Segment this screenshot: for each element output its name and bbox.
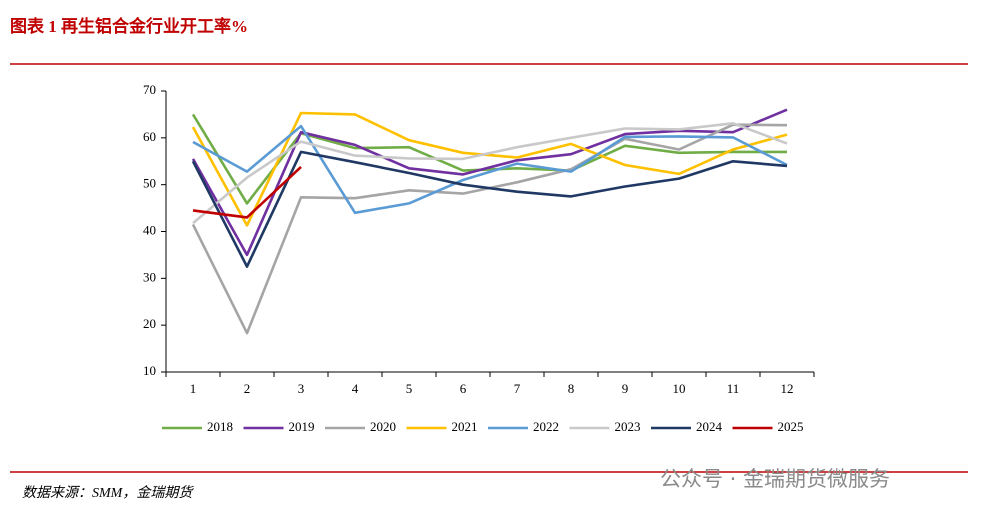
y-tick-label: 50 (143, 176, 156, 191)
series-line (192, 124, 788, 215)
y-tick-label: 20 (143, 316, 156, 331)
legend-label: 2024 (696, 419, 723, 434)
legend-label: 2022 (533, 419, 559, 434)
x-tick-label: 9 (622, 381, 629, 396)
source: 数据来源：SMM，金瑞期货 (22, 485, 194, 501)
legend-label: 2023 (615, 419, 641, 434)
x-tick-label: 12 (781, 381, 794, 396)
watermark: 公众号 · 金瑞期货微服务 (660, 467, 890, 491)
legend-label: 2021 (452, 419, 478, 434)
y-tick-label: 30 (143, 269, 156, 284)
legend-label: 2018 (207, 419, 233, 434)
y-tick-label: 70 (143, 82, 156, 97)
y-tick-label: 10 (143, 363, 156, 378)
x-tick-label: 5 (406, 381, 413, 396)
x-tick-label: 10 (673, 381, 686, 396)
y-tick-label: 60 (143, 129, 156, 144)
x-tick-label: 11 (727, 381, 740, 396)
y-tick-label: 40 (143, 222, 156, 237)
series-line (191, 111, 788, 227)
series-line (191, 113, 787, 205)
x-tick-label: 6 (460, 381, 467, 396)
x-tick-label: 1 (190, 381, 197, 396)
series-line (191, 108, 788, 257)
series-line (192, 165, 302, 219)
legend-label: 2025 (778, 419, 804, 434)
x-tick-label: 4 (352, 381, 359, 396)
series-line (192, 122, 788, 225)
x-tick-label: 7 (514, 381, 521, 396)
series-line (191, 150, 788, 268)
chart-title: 图表 1 再生铝合金行业开工率% (10, 16, 248, 36)
x-tick-label: 2 (244, 381, 251, 396)
x-tick-label: 8 (568, 381, 575, 396)
legend-label: 2019 (289, 419, 315, 434)
x-tick-label: 3 (298, 381, 305, 396)
legend-label: 2020 (370, 419, 396, 434)
